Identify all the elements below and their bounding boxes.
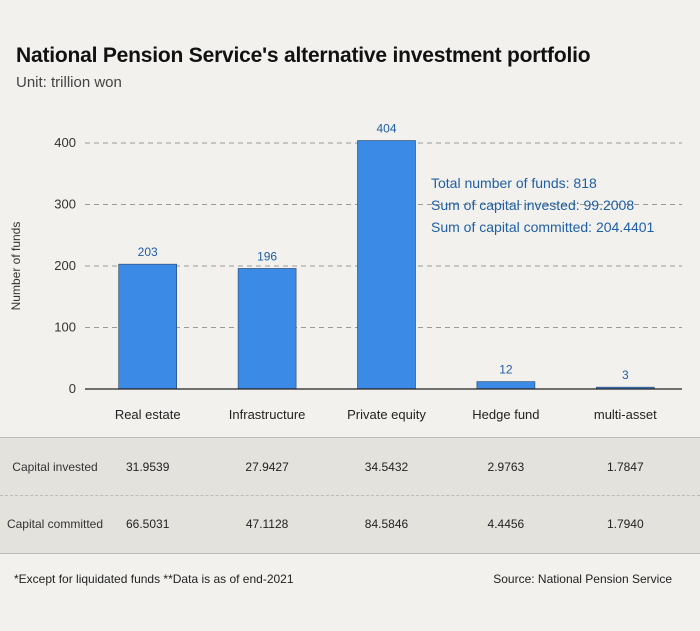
x-tick-label: Private equity <box>347 407 426 422</box>
table-cell: 1.7940 <box>606 516 644 531</box>
bar-value-label: 3 <box>622 368 629 382</box>
table-cell: 4.4456 <box>487 516 525 531</box>
table-cell: 84.5846 <box>364 516 409 531</box>
y-tick-label: 100 <box>54 320 76 335</box>
bar-chart: 0 100 200 300 400 203 Real estate 196 Infrastruc… <box>54 122 682 422</box>
bar-value-label: 12 <box>499 363 513 377</box>
chart-title: National Pension Service's alternative i… <box>16 44 591 67</box>
capital-table: Capital invested 31.9539 27.9427 34.5432… <box>0 437 700 554</box>
table-cell: 1.7847 <box>606 459 644 474</box>
bar <box>118 263 177 390</box>
table-cell: 2.9763 <box>487 459 525 474</box>
table-cell: 27.9427 <box>245 459 289 474</box>
table-row-capital-committed: Capital committed 66.5031 47.1128 84.584… <box>0 495 700 552</box>
x-tick-label: multi-asset <box>594 407 657 422</box>
table-cell: 47.1128 <box>245 516 289 531</box>
source-note: Source: National Pension Service <box>493 572 672 586</box>
table-cell: 31.9539 <box>125 459 170 474</box>
y-tick-label: 300 <box>54 197 76 212</box>
row-header: Capital invested <box>12 459 98 474</box>
bar-value-label: 404 <box>376 122 396 136</box>
bar <box>476 381 536 390</box>
y-tick-label: 400 <box>54 135 76 150</box>
y-tick-label: 200 <box>54 258 76 273</box>
table-cell: 34.5432 <box>364 459 409 474</box>
x-tick-label: Hedge fund <box>472 407 539 422</box>
bar <box>237 268 297 390</box>
x-tick-label: Real estate <box>115 407 181 422</box>
bar <box>357 140 416 390</box>
summary-box: Total number of funds: 818 Sum of capita… <box>431 172 654 238</box>
bar-value-label: 203 <box>138 245 158 259</box>
summary-capital-invested: Sum of capital invested: 99.2008 <box>431 197 635 213</box>
x-tick-label: Infrastructure <box>229 407 306 422</box>
bar-value-label: 196 <box>257 249 277 263</box>
row-header: Capital committed <box>6 516 104 531</box>
chart-subtitle: Unit: trillion won <box>16 74 122 91</box>
y-axis-label: Number of funds <box>9 221 23 311</box>
summary-capital-committed: Sum of capital committed: 204.4401 <box>431 219 655 235</box>
table-row-capital-invested: Capital invested 31.9539 27.9427 34.5432… <box>0 438 700 496</box>
table-cell: 66.5031 <box>125 516 170 531</box>
summary-total-funds: Total number of funds: 818 <box>431 175 597 191</box>
y-tick-label: 0 <box>69 381 76 396</box>
footnote: *Except for liquidated funds **Data is a… <box>14 572 294 586</box>
